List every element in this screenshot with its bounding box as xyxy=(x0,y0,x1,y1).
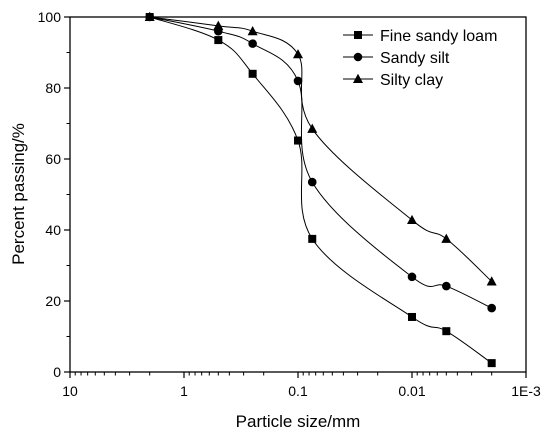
y-axis-ticks: 0 20 40 60 80 100 xyxy=(38,9,70,380)
x-tick-label: 0.1 xyxy=(288,383,308,399)
series-layer xyxy=(144,11,497,368)
data-point xyxy=(213,20,224,30)
data-point xyxy=(294,136,302,145)
legend-marker xyxy=(354,31,362,39)
data-point xyxy=(293,49,303,59)
series-line xyxy=(149,16,493,282)
y-tick-label: 80 xyxy=(45,80,61,96)
y-tick-label: 40 xyxy=(45,222,61,238)
legend-label: Silty clay xyxy=(380,72,443,89)
y-tick-label: 60 xyxy=(45,151,61,167)
legend-marker xyxy=(353,52,363,62)
x-tick-label: 1 xyxy=(180,383,188,399)
data-point xyxy=(248,39,257,48)
data-point xyxy=(247,26,258,36)
series-line xyxy=(149,16,492,364)
legend-label: Sandy silt xyxy=(380,50,450,67)
x-axis-ticks: 10 1 0.1 0.01 1E-3 xyxy=(62,372,541,399)
data-point xyxy=(441,233,452,243)
series-circle xyxy=(145,12,496,313)
x-axis-title: Particle size/mm xyxy=(236,412,361,431)
data-point xyxy=(407,214,417,225)
plot-frame xyxy=(69,16,527,373)
data-point xyxy=(407,272,417,282)
x-tick-label: 1E-3 xyxy=(511,383,541,399)
y-tick-label: 100 xyxy=(38,9,62,25)
x-tick-label: 0.01 xyxy=(398,383,425,399)
y-tick-label: 20 xyxy=(45,293,61,309)
y-axis-title: Percent passing/% xyxy=(9,123,28,265)
data-point xyxy=(486,276,497,286)
x-tick-label: 10 xyxy=(62,383,78,399)
data-point xyxy=(308,234,317,243)
legend-label: Fine sandy loam xyxy=(380,28,497,45)
data-point xyxy=(307,123,318,133)
data-point xyxy=(487,303,496,313)
data-point xyxy=(293,76,303,86)
series-line xyxy=(149,16,492,309)
y-tick-label: 0 xyxy=(53,364,61,380)
data-point xyxy=(442,281,451,291)
series-triangle xyxy=(144,11,497,286)
data-point xyxy=(487,359,496,368)
legend: Fine sandy loam Sandy silt Silty clay xyxy=(343,28,497,89)
data-point xyxy=(307,177,317,187)
data-point xyxy=(442,327,451,336)
data-point xyxy=(144,11,155,21)
data-point xyxy=(408,312,416,321)
legend-marker xyxy=(353,73,363,83)
data-point xyxy=(214,36,223,45)
data-point xyxy=(248,69,257,78)
